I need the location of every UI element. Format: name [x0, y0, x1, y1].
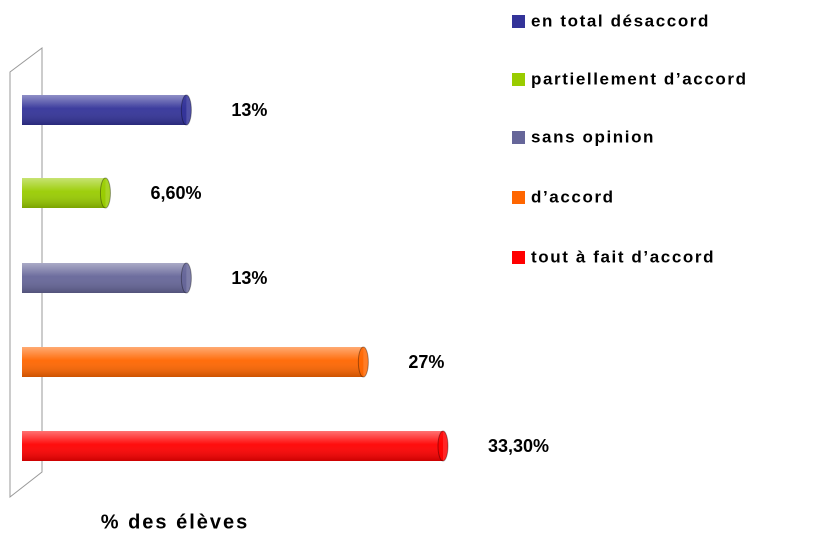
legend-label: tout à fait d’accord — [531, 247, 715, 266]
legend-swatch — [512, 191, 525, 204]
x-axis-title: % des élèves — [101, 511, 250, 533]
legend-label: d’accord — [531, 187, 615, 206]
bar-cap — [180, 262, 192, 294]
axis-wall — [9, 47, 43, 499]
legend-swatch — [512, 131, 525, 144]
data-label: 33,30% — [488, 436, 549, 456]
bar-shine — [22, 431, 443, 461]
bar-shine — [22, 95, 187, 125]
bar-cap — [357, 346, 369, 378]
data-label: 6,60% — [150, 183, 201, 203]
data-label: 13% — [231, 268, 267, 288]
legend-label: sans opinion — [531, 127, 655, 146]
legend-swatch — [512, 251, 525, 264]
data-label: 13% — [231, 100, 267, 120]
legend-swatch — [512, 15, 525, 28]
bar-shine — [22, 178, 106, 208]
bar-shine — [22, 263, 187, 293]
bar-cap — [180, 94, 192, 126]
legend-swatch — [512, 73, 525, 86]
legend-label: en total désaccord — [531, 11, 710, 30]
bar-shine — [22, 347, 364, 377]
data-label: 27% — [408, 352, 444, 372]
legend-label: partiellement d’accord — [531, 69, 748, 88]
bar-cap — [99, 177, 111, 209]
bar-cap — [437, 430, 449, 462]
